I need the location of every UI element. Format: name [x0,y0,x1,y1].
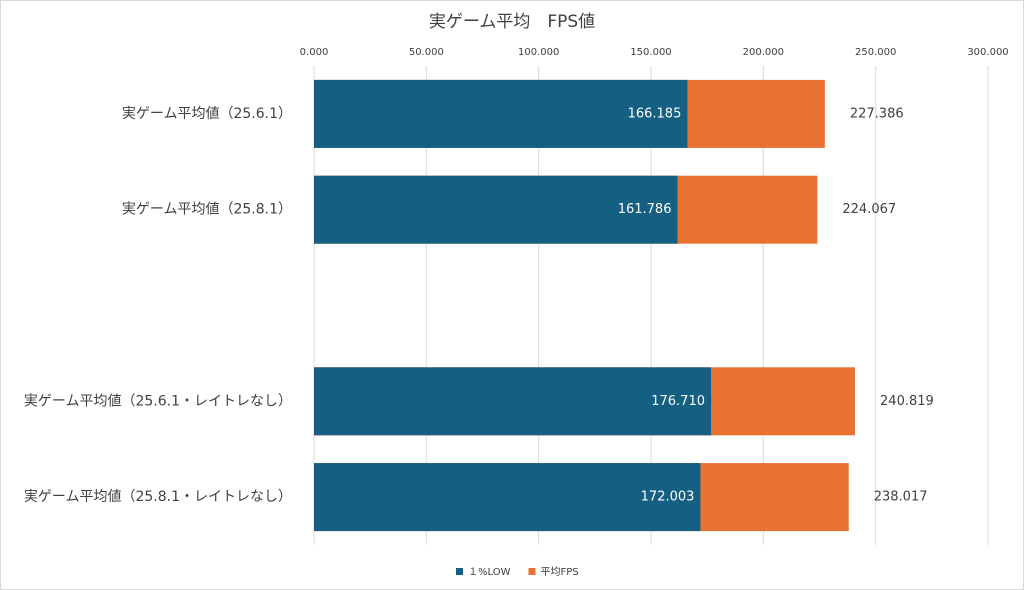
x-tick-label: 200.000 [743,47,784,58]
legend-label: 平均FPS [540,566,578,578]
y-tick-label: 実ゲーム平均値（25.8.1） [122,202,292,218]
x-tick-label: 100.000 [518,47,559,58]
y-tick-label: 実ゲーム平均値（25.6.1・レイトレなし） [24,393,292,409]
data-label: 227.386 [850,106,904,121]
data-label: 238.017 [874,490,928,505]
data-label: 161.786 [618,202,672,217]
bar [314,175,678,244]
data-label: 172.003 [641,490,695,505]
bar [314,79,688,148]
data-label: 166.185 [628,106,682,121]
data-label: 240.819 [880,394,934,409]
chart-title: 実ゲーム平均 FPS値 [429,12,595,32]
x-tick-label: 50.000 [409,47,444,58]
x-tick-label: 150.000 [630,47,671,58]
x-tick-label: 300.000 [967,47,1008,58]
bar [314,367,712,436]
legend-swatch [456,568,463,575]
y-tick-label: 実ゲーム平均値（25.8.1・レイトレなし） [24,489,292,505]
x-tick-label: 0.000 [300,47,329,58]
x-tick-label: 250.000 [855,47,896,58]
data-label: 224.067 [842,202,896,217]
legend-swatch [528,568,536,575]
y-tick-label: 実ゲーム平均値（25.6.1） [122,106,292,122]
data-label: 176.710 [651,394,705,409]
bar [314,463,701,532]
legend-label: １%LOW [468,567,511,578]
